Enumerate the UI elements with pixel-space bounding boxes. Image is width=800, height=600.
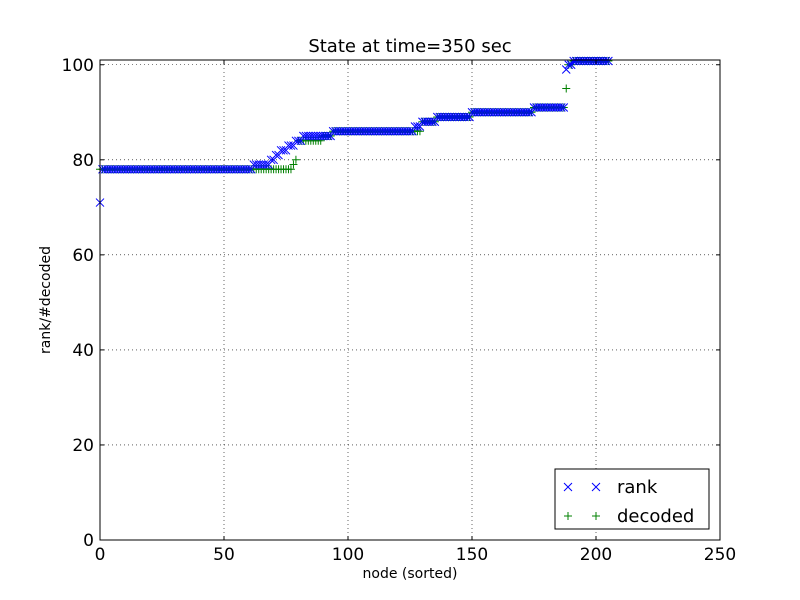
data-point-rank xyxy=(604,56,613,66)
y-tick-label: 60 xyxy=(72,246,94,266)
data-point-rank xyxy=(601,56,611,66)
x-tick-label: 50 xyxy=(213,545,235,565)
y-tick-label: 40 xyxy=(72,341,94,361)
y-axis-label: rank/#decoded xyxy=(38,246,54,354)
legend-marker-rank xyxy=(591,482,601,492)
y-tick-label: 80 xyxy=(72,151,94,171)
legend-markers xyxy=(563,482,601,520)
x-tick-label: 150 xyxy=(456,545,488,565)
data-point-rank xyxy=(559,103,569,112)
plot-area-frame xyxy=(99,59,721,541)
legend: rank decoded xyxy=(554,468,710,530)
legend-marker-rank xyxy=(563,482,573,492)
y-tick-label: 100 xyxy=(62,56,94,76)
x-tick-label: 0 xyxy=(95,545,106,565)
legend-marker-decoded xyxy=(564,512,572,520)
series-rank xyxy=(95,56,613,207)
x-tick-label: 200 xyxy=(580,545,612,565)
data-point-decoded xyxy=(291,155,300,164)
legend-label-decoded: decoded xyxy=(617,506,694,527)
legend-label-rank: rank xyxy=(617,477,658,498)
axis-ticks: 0 50 100 150 200 250 0 20 40 60 80 100 xyxy=(62,56,737,565)
y-tick-label: 20 xyxy=(72,436,94,456)
data-point-rank xyxy=(564,60,574,70)
legend-marker-decoded xyxy=(592,512,600,520)
legend-box xyxy=(554,468,710,530)
y-tick-label: 0 xyxy=(83,531,94,551)
data-point-decoded xyxy=(289,160,298,169)
x-tick-label: 250 xyxy=(704,545,736,565)
x-tick-label: 100 xyxy=(332,545,364,565)
data-point-decoded xyxy=(286,165,295,174)
data-series xyxy=(95,56,613,207)
data-point-rank xyxy=(556,103,566,112)
data-point-decoded xyxy=(562,84,571,93)
chart-title: State at time=350 sec xyxy=(308,36,511,57)
data-point-rank xyxy=(566,60,576,70)
x-axis-label: node (sorted) xyxy=(363,566,458,582)
